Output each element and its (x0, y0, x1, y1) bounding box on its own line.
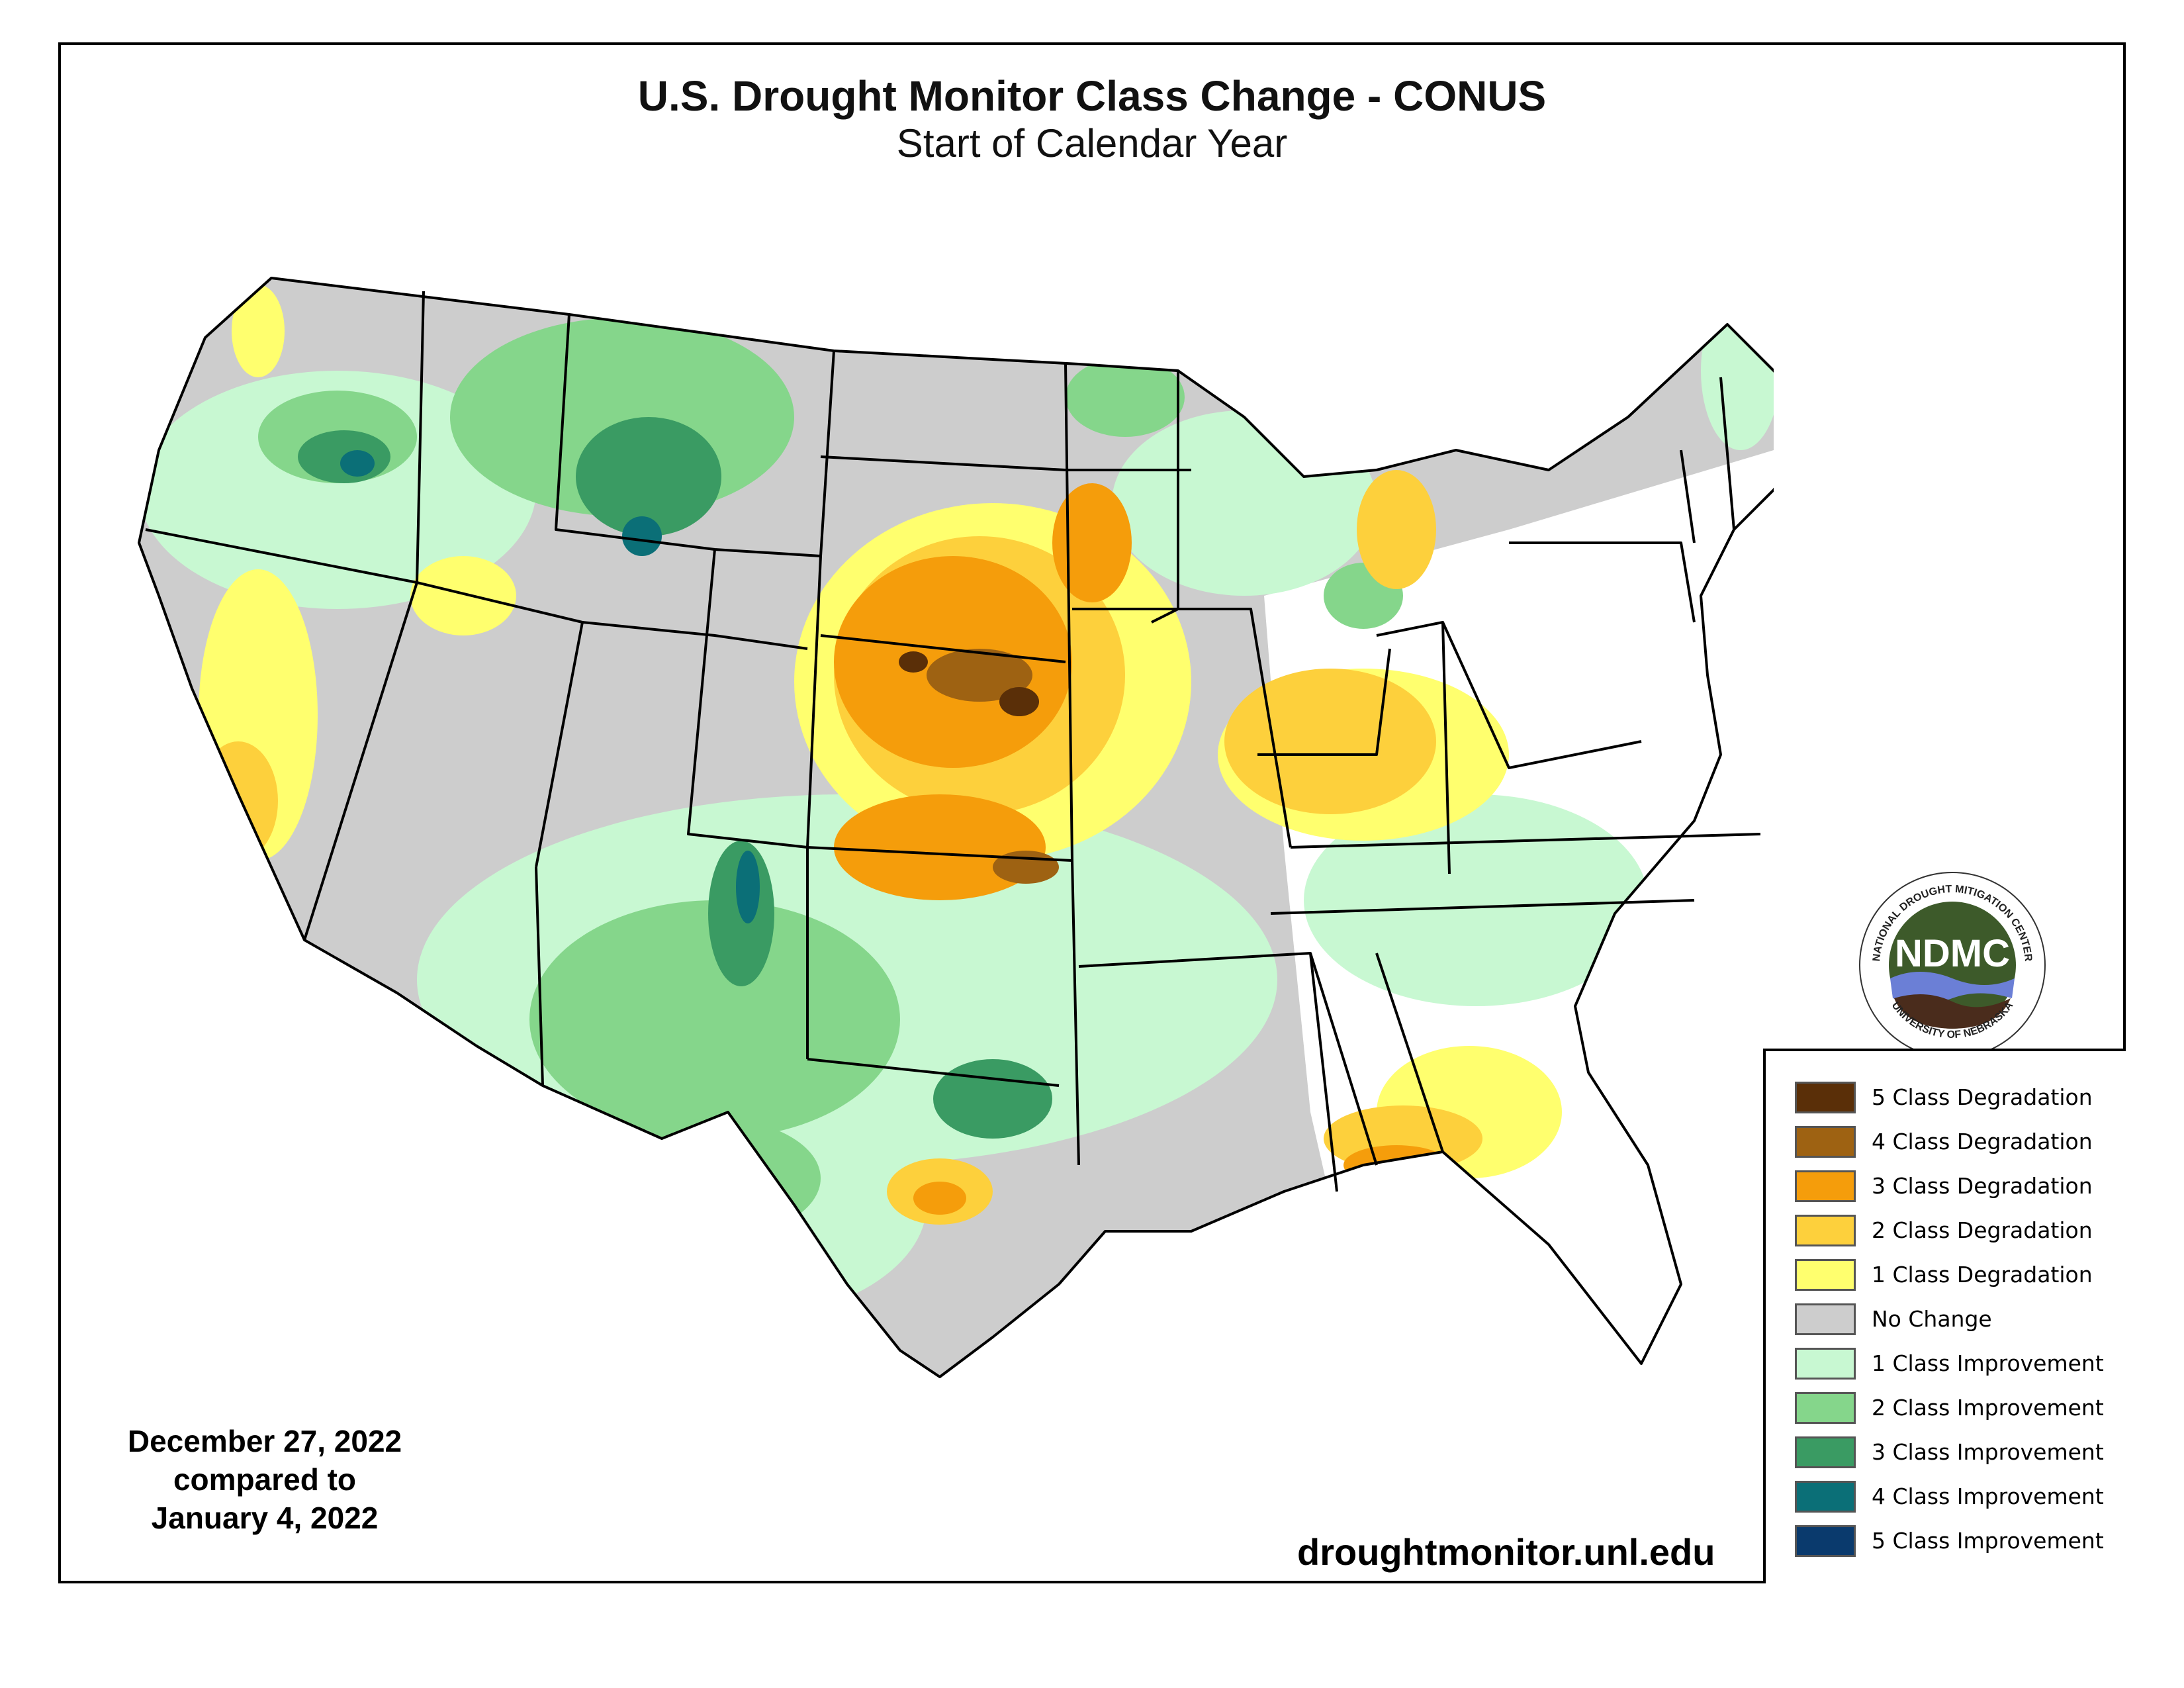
map-subtitle: Start of Calendar Year (896, 121, 1288, 165)
legend-swatch (1795, 1303, 1856, 1335)
legend-label: 3 Class Degradation (1872, 1173, 2093, 1199)
state-boundaries (138, 277, 1774, 1378)
legend-label: 4 Class Improvement (1872, 1483, 2104, 1509)
legend-swatch (1795, 1525, 1856, 1557)
date-current: December 27, 2022 (127, 1424, 402, 1458)
legend-swatch (1795, 1126, 1856, 1158)
legend-label: 5 Class Improvement (1872, 1528, 2104, 1554)
legend-label: 2 Class Improvement (1872, 1395, 2104, 1421)
ndmc-logo: NDMC NATIONAL DROUGHT MITIGATION CENTER … (1859, 872, 2046, 1058)
legend-swatch (1795, 1481, 1856, 1513)
legend-label: 1 Class Improvement (1872, 1350, 2104, 1376)
legend-swatch (1795, 1392, 1856, 1424)
map-title: U.S. Drought Monitor Class Change - CONU… (637, 72, 1547, 120)
legend-swatch (1795, 1082, 1856, 1113)
source-url[interactable]: droughtmonitor.unl.edu (1297, 1531, 1715, 1573)
legend-label: No Change (1872, 1306, 1992, 1332)
legend-label: 1 Class Degradation (1872, 1262, 2093, 1288)
legend-swatch (1795, 1170, 1856, 1202)
legend-label: 2 Class Degradation (1872, 1217, 2093, 1243)
legend-label: 5 Class Degradation (1872, 1084, 2093, 1110)
legend-swatch (1795, 1215, 1856, 1246)
legend-label: 3 Class Improvement (1872, 1439, 2104, 1465)
legend-label: 4 Class Degradation (1872, 1129, 2093, 1154)
drought-change-areas (139, 278, 1774, 1377)
legend: 5 Class Degradation 4 Class Degradation … (1763, 1049, 2126, 1583)
legend-swatch (1795, 1436, 1856, 1468)
date-baseline: January 4, 2022 (151, 1501, 379, 1535)
logo-text: NDMC (1895, 932, 2010, 975)
date-compared-to: compared to (173, 1462, 357, 1497)
conus-map (138, 277, 1774, 1378)
legend-swatch (1795, 1259, 1856, 1291)
date-comparison: December 27, 2022 compared to January 4,… (99, 1422, 430, 1537)
legend-swatch (1795, 1348, 1856, 1380)
